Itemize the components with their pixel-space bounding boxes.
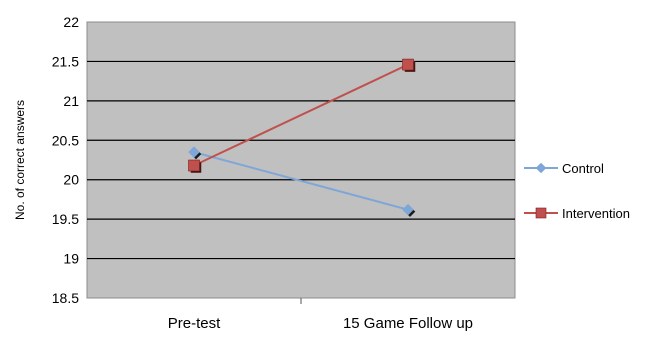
intervention-point [188, 159, 200, 172]
y-tick-label: 21.5 [52, 53, 79, 69]
y-axis-ticks: 18.5 19 19.5 20 20.5 21 21.5 22 [52, 14, 79, 306]
legend-label-control: Control [562, 161, 604, 176]
y-tick-label: 19.5 [52, 211, 79, 227]
legend-marker-intervention [535, 207, 547, 219]
y-tick-label: 19 [63, 251, 79, 267]
x-tick-label: Pre-test [168, 315, 221, 332]
gridlines [87, 60, 515, 260]
legend: Control Intervention [524, 161, 630, 221]
intervention-line [193, 63, 409, 167]
y-axis-label: No. of correct answers [13, 100, 27, 220]
x-axis-ticks: Pre-test 15 Game Follow up [168, 298, 473, 332]
control-line [193, 151, 409, 211]
y-tick-label: 20.5 [52, 132, 79, 148]
x-tick-label: 15 Game Follow up [343, 315, 473, 332]
intervention-point [402, 58, 414, 71]
control-point [188, 146, 200, 158]
plot-area [86, 21, 516, 299]
series-layer [188, 58, 416, 218]
y-tick-label: 21 [63, 93, 79, 109]
y-tick-label: 22 [63, 14, 79, 30]
control-point [402, 203, 414, 216]
y-tick-label: 20 [63, 172, 79, 188]
y-tick-label: 18.5 [52, 290, 79, 306]
legend-marker-control [535, 162, 547, 174]
legend-label-intervention: Intervention [562, 206, 630, 221]
